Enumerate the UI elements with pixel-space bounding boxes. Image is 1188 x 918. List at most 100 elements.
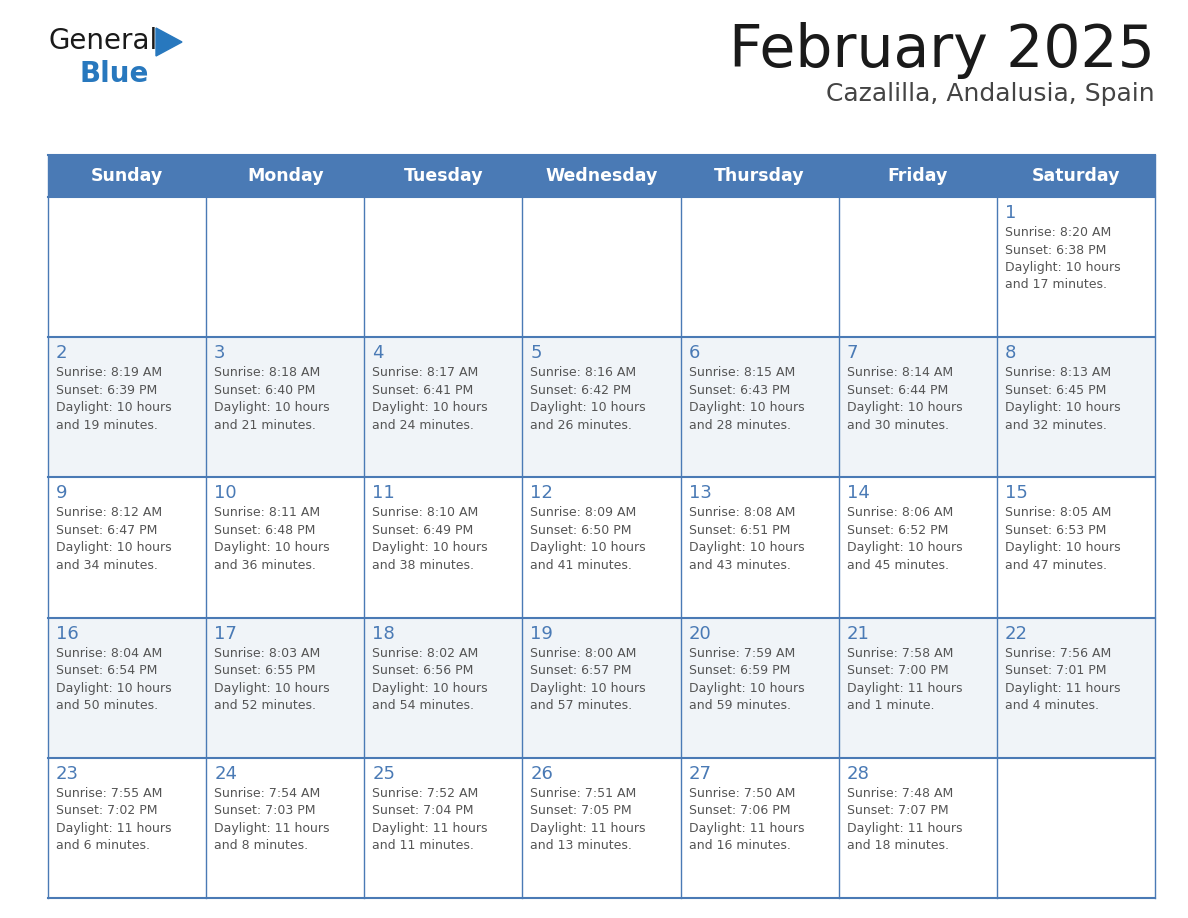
Bar: [523, 477, 681, 618]
Text: February 2025: February 2025: [729, 22, 1155, 79]
Bar: [365, 757, 523, 898]
Text: Sunrise: 8:02 AM
Sunset: 6:56 PM
Daylight: 10 hours
and 54 minutes.: Sunrise: 8:02 AM Sunset: 6:56 PM Dayligh…: [372, 646, 488, 712]
Text: 10: 10: [214, 485, 236, 502]
Bar: [839, 197, 997, 337]
Bar: [681, 618, 839, 757]
Text: 15: 15: [1005, 485, 1028, 502]
Text: 20: 20: [689, 624, 712, 643]
Bar: [839, 618, 997, 757]
Bar: [48, 618, 207, 757]
Bar: [365, 337, 523, 477]
Text: Sunrise: 8:17 AM
Sunset: 6:41 PM
Daylight: 10 hours
and 24 minutes.: Sunrise: 8:17 AM Sunset: 6:41 PM Dayligh…: [372, 366, 488, 431]
Text: 21: 21: [847, 624, 870, 643]
Bar: [681, 337, 839, 477]
Text: Sunrise: 8:00 AM
Sunset: 6:57 PM
Daylight: 10 hours
and 57 minutes.: Sunrise: 8:00 AM Sunset: 6:57 PM Dayligh…: [530, 646, 646, 712]
Text: Sunrise: 8:15 AM
Sunset: 6:43 PM
Daylight: 10 hours
and 28 minutes.: Sunrise: 8:15 AM Sunset: 6:43 PM Dayligh…: [689, 366, 804, 431]
Text: 27: 27: [689, 765, 712, 783]
Text: 9: 9: [56, 485, 68, 502]
Text: Sunrise: 8:18 AM
Sunset: 6:40 PM
Daylight: 10 hours
and 21 minutes.: Sunrise: 8:18 AM Sunset: 6:40 PM Dayligh…: [214, 366, 330, 431]
Bar: [681, 757, 839, 898]
Text: 19: 19: [530, 624, 554, 643]
Text: Sunrise: 7:50 AM
Sunset: 7:06 PM
Daylight: 11 hours
and 16 minutes.: Sunrise: 7:50 AM Sunset: 7:06 PM Dayligh…: [689, 787, 804, 852]
Text: Sunrise: 7:58 AM
Sunset: 7:00 PM
Daylight: 11 hours
and 1 minute.: Sunrise: 7:58 AM Sunset: 7:00 PM Dayligh…: [847, 646, 962, 712]
Text: Sunrise: 8:13 AM
Sunset: 6:45 PM
Daylight: 10 hours
and 32 minutes.: Sunrise: 8:13 AM Sunset: 6:45 PM Dayligh…: [1005, 366, 1120, 431]
Text: Sunrise: 8:08 AM
Sunset: 6:51 PM
Daylight: 10 hours
and 43 minutes.: Sunrise: 8:08 AM Sunset: 6:51 PM Dayligh…: [689, 507, 804, 572]
Text: Sunrise: 8:06 AM
Sunset: 6:52 PM
Daylight: 10 hours
and 45 minutes.: Sunrise: 8:06 AM Sunset: 6:52 PM Dayligh…: [847, 507, 962, 572]
Text: Sunrise: 8:12 AM
Sunset: 6:47 PM
Daylight: 10 hours
and 34 minutes.: Sunrise: 8:12 AM Sunset: 6:47 PM Dayligh…: [56, 507, 171, 572]
Text: 18: 18: [372, 624, 396, 643]
Text: 22: 22: [1005, 624, 1028, 643]
Text: 23: 23: [56, 765, 78, 783]
Bar: [207, 337, 365, 477]
Text: Friday: Friday: [887, 167, 948, 185]
Text: 24: 24: [214, 765, 238, 783]
Text: 4: 4: [372, 344, 384, 363]
Bar: [839, 757, 997, 898]
Bar: [997, 618, 1155, 757]
Text: Sunrise: 7:52 AM
Sunset: 7:04 PM
Daylight: 11 hours
and 11 minutes.: Sunrise: 7:52 AM Sunset: 7:04 PM Dayligh…: [372, 787, 488, 852]
Text: Sunrise: 7:48 AM
Sunset: 7:07 PM
Daylight: 11 hours
and 18 minutes.: Sunrise: 7:48 AM Sunset: 7:07 PM Dayligh…: [847, 787, 962, 852]
Bar: [523, 337, 681, 477]
Text: Thursday: Thursday: [714, 167, 805, 185]
Polygon shape: [156, 28, 182, 56]
Text: 1: 1: [1005, 204, 1016, 222]
Text: Sunrise: 7:54 AM
Sunset: 7:03 PM
Daylight: 11 hours
and 8 minutes.: Sunrise: 7:54 AM Sunset: 7:03 PM Dayligh…: [214, 787, 329, 852]
Text: Sunrise: 8:16 AM
Sunset: 6:42 PM
Daylight: 10 hours
and 26 minutes.: Sunrise: 8:16 AM Sunset: 6:42 PM Dayligh…: [530, 366, 646, 431]
Text: General: General: [48, 27, 157, 55]
Text: Blue: Blue: [80, 60, 150, 88]
Bar: [681, 477, 839, 618]
Bar: [48, 155, 1155, 197]
Bar: [48, 337, 207, 477]
Text: 2: 2: [56, 344, 68, 363]
Text: Sunrise: 8:03 AM
Sunset: 6:55 PM
Daylight: 10 hours
and 52 minutes.: Sunrise: 8:03 AM Sunset: 6:55 PM Dayligh…: [214, 646, 330, 712]
Bar: [365, 618, 523, 757]
Bar: [207, 197, 365, 337]
Text: Sunrise: 8:05 AM
Sunset: 6:53 PM
Daylight: 10 hours
and 47 minutes.: Sunrise: 8:05 AM Sunset: 6:53 PM Dayligh…: [1005, 507, 1120, 572]
Bar: [681, 197, 839, 337]
Text: 16: 16: [56, 624, 78, 643]
Bar: [48, 197, 207, 337]
Text: Monday: Monday: [247, 167, 323, 185]
Text: Cazalilla, Andalusia, Spain: Cazalilla, Andalusia, Spain: [827, 82, 1155, 106]
Text: 12: 12: [530, 485, 554, 502]
Bar: [207, 757, 365, 898]
Bar: [48, 477, 207, 618]
Bar: [48, 757, 207, 898]
Text: 26: 26: [530, 765, 554, 783]
Text: 25: 25: [372, 765, 396, 783]
Text: Sunday: Sunday: [91, 167, 163, 185]
Text: 13: 13: [689, 485, 712, 502]
Bar: [997, 197, 1155, 337]
Bar: [523, 757, 681, 898]
Bar: [997, 477, 1155, 618]
Text: Sunrise: 8:10 AM
Sunset: 6:49 PM
Daylight: 10 hours
and 38 minutes.: Sunrise: 8:10 AM Sunset: 6:49 PM Dayligh…: [372, 507, 488, 572]
Text: Tuesday: Tuesday: [404, 167, 484, 185]
Bar: [997, 757, 1155, 898]
Bar: [523, 618, 681, 757]
Text: 5: 5: [530, 344, 542, 363]
Text: Sunrise: 7:56 AM
Sunset: 7:01 PM
Daylight: 11 hours
and 4 minutes.: Sunrise: 7:56 AM Sunset: 7:01 PM Dayligh…: [1005, 646, 1120, 712]
Text: Saturday: Saturday: [1031, 167, 1120, 185]
Bar: [365, 197, 523, 337]
Bar: [365, 477, 523, 618]
Bar: [839, 477, 997, 618]
Text: 17: 17: [214, 624, 238, 643]
Bar: [839, 337, 997, 477]
Text: 11: 11: [372, 485, 396, 502]
Text: Sunrise: 7:51 AM
Sunset: 7:05 PM
Daylight: 11 hours
and 13 minutes.: Sunrise: 7:51 AM Sunset: 7:05 PM Dayligh…: [530, 787, 646, 852]
Text: Sunrise: 7:55 AM
Sunset: 7:02 PM
Daylight: 11 hours
and 6 minutes.: Sunrise: 7:55 AM Sunset: 7:02 PM Dayligh…: [56, 787, 171, 852]
Text: Sunrise: 8:14 AM
Sunset: 6:44 PM
Daylight: 10 hours
and 30 minutes.: Sunrise: 8:14 AM Sunset: 6:44 PM Dayligh…: [847, 366, 962, 431]
Bar: [207, 477, 365, 618]
Text: 7: 7: [847, 344, 858, 363]
Text: Sunrise: 8:09 AM
Sunset: 6:50 PM
Daylight: 10 hours
and 41 minutes.: Sunrise: 8:09 AM Sunset: 6:50 PM Dayligh…: [530, 507, 646, 572]
Text: Sunrise: 8:19 AM
Sunset: 6:39 PM
Daylight: 10 hours
and 19 minutes.: Sunrise: 8:19 AM Sunset: 6:39 PM Dayligh…: [56, 366, 171, 431]
Text: Sunrise: 8:20 AM
Sunset: 6:38 PM
Daylight: 10 hours
and 17 minutes.: Sunrise: 8:20 AM Sunset: 6:38 PM Dayligh…: [1005, 226, 1120, 292]
Text: 8: 8: [1005, 344, 1016, 363]
Text: 28: 28: [847, 765, 870, 783]
Bar: [207, 618, 365, 757]
Text: 14: 14: [847, 485, 870, 502]
Bar: [997, 337, 1155, 477]
Text: Sunrise: 8:11 AM
Sunset: 6:48 PM
Daylight: 10 hours
and 36 minutes.: Sunrise: 8:11 AM Sunset: 6:48 PM Dayligh…: [214, 507, 330, 572]
Text: 3: 3: [214, 344, 226, 363]
Text: 6: 6: [689, 344, 700, 363]
